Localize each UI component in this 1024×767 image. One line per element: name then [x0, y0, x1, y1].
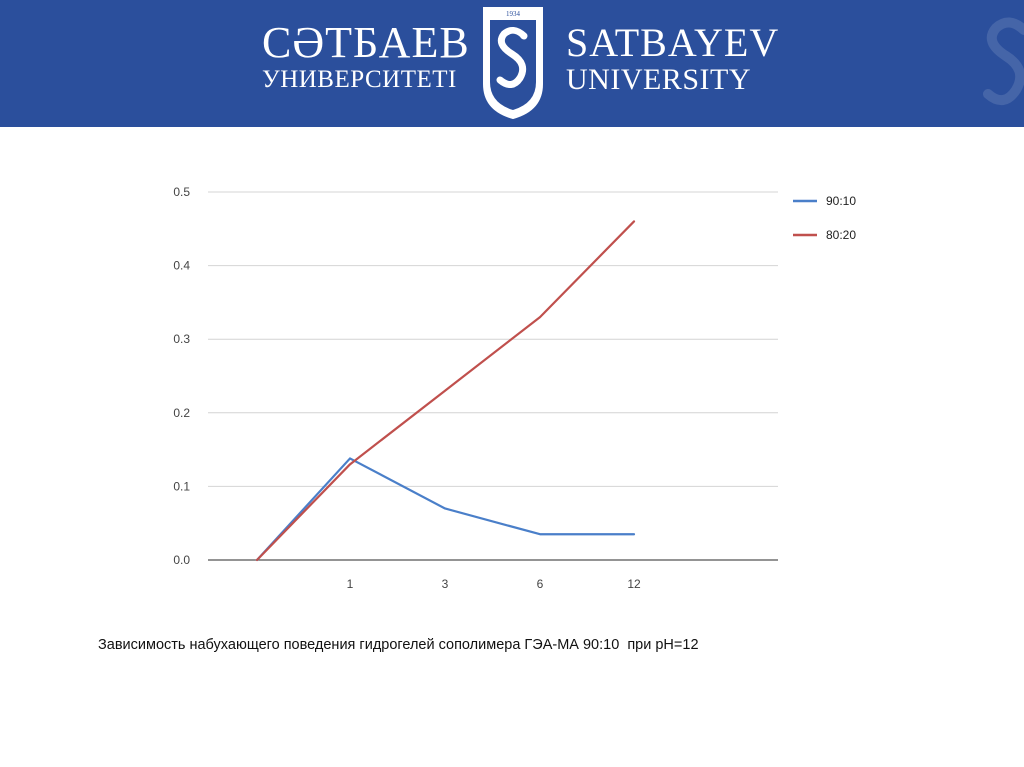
series-line-0: [255, 457, 636, 562]
university-emblem-icon: 1934: [483, 7, 543, 120]
chart-series: [255, 220, 636, 562]
brand-kazakh-line1: СӘТБАЕВ: [262, 18, 470, 67]
brand-english: SATBAYEV UNIVERSITY: [566, 20, 780, 96]
brand-kazakh-line2: УНИВЕРСИТЕТІ: [262, 66, 457, 93]
y-tick-label: 0.4: [173, 259, 190, 273]
watermark-emblem-icon: [983, 17, 1024, 105]
x-tick-label: 3: [442, 577, 449, 591]
legend-label: 80:20: [826, 228, 856, 242]
emblem-year: 1934: [506, 10, 521, 18]
chart-caption: Зависимость набухающего поведения гидрог…: [98, 637, 699, 653]
header-banner: СӘТБАЕВ УНИВЕРСИТЕТІ 1934 SATBAYEV UNIVE…: [0, 0, 1024, 127]
x-tick-label: 6: [537, 577, 544, 591]
y-tick-label: 0.1: [173, 479, 190, 493]
y-tick-label: 0.5: [173, 185, 190, 199]
swelling-line-chart: 0.0 0.1 0.2 0.3 0.4 0.5 1 3 6 12 90:10 80:20: [173, 185, 856, 591]
x-tick-label: 12: [627, 577, 641, 591]
y-tick-label: 0.0: [173, 553, 190, 567]
brand-english-line1: SATBAYEV: [566, 20, 780, 65]
brand-english-line2: UNIVERSITY: [566, 63, 751, 96]
chart-gridlines: [208, 191, 778, 561]
chart-legend: 90:10 80:20: [793, 194, 856, 242]
legend-label: 90:10: [826, 194, 856, 208]
brand-kazakh: СӘТБАЕВ УНИВЕРСИТЕТІ: [262, 20, 470, 94]
x-tick-label: 1: [347, 577, 354, 591]
y-tick-label: 0.3: [173, 332, 190, 346]
y-tick-label: 0.2: [173, 406, 190, 420]
chart-axes: 0.0 0.1 0.2 0.3 0.4 0.5 1 3 6 12: [173, 185, 641, 591]
